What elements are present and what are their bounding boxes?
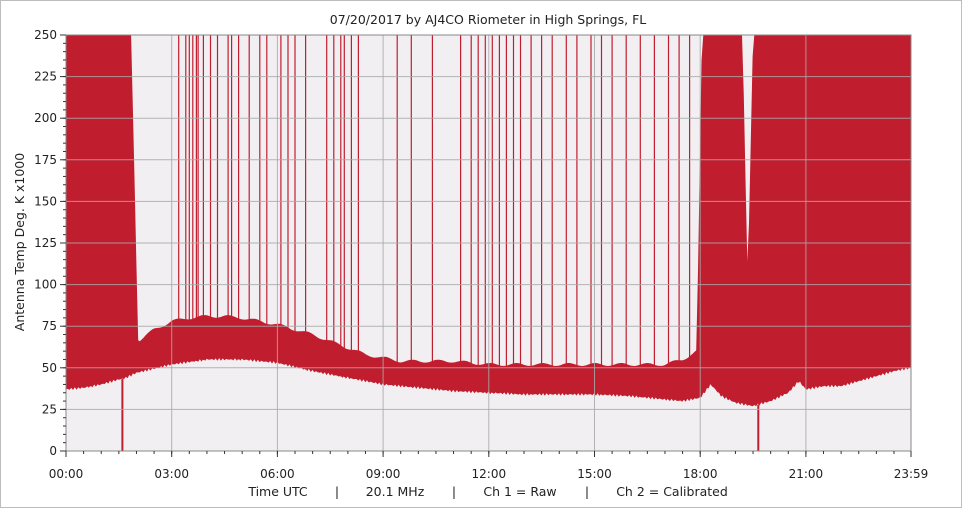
x-tick-label-8: 23:59 bbox=[894, 467, 929, 481]
y-axis-label: Antenna Temp Deg. K x1000 bbox=[12, 153, 27, 331]
footer-item-2: 20.1 MHz bbox=[366, 484, 425, 499]
footer-item-6: Ch 2 = Calibrated bbox=[616, 484, 728, 499]
y-tick-label-1: 25 bbox=[42, 402, 57, 416]
x-tick-label-6: 18:00 bbox=[683, 467, 718, 481]
axes: 0 25 50 75 100 125 150 175 200 225 250 00:00 03:00 06… bbox=[34, 28, 928, 481]
x-tick-label-2: 06:00 bbox=[260, 467, 295, 481]
x-tick-label-3: 09:00 bbox=[366, 467, 401, 481]
footer-item-0: Time UTC bbox=[247, 484, 308, 499]
footer-item-3: | bbox=[452, 484, 456, 499]
footer-item-5: | bbox=[585, 484, 589, 499]
x-tick-label-0: 00:00 bbox=[49, 467, 84, 481]
y-tick-label-2: 50 bbox=[42, 361, 57, 375]
footer-item-4: Ch 1 = Raw bbox=[483, 484, 556, 499]
y-tick-label-0: 0 bbox=[49, 444, 57, 458]
x-tick-label-5: 15:00 bbox=[577, 467, 612, 481]
x-tick-label-4: 12:00 bbox=[472, 467, 507, 481]
y-tick-label-9: 225 bbox=[34, 70, 57, 84]
footer-item-1: | bbox=[335, 484, 339, 499]
footer-legend: Time UTC | 20.1 MHz | Ch 1 = Raw | Ch 2 = Cali… bbox=[247, 484, 727, 499]
x-tick-label-1: 03:00 bbox=[154, 467, 189, 481]
y-tick-label-8: 200 bbox=[34, 111, 57, 125]
y-tick-label-6: 150 bbox=[34, 194, 57, 208]
x-tick-label-7: 21:00 bbox=[789, 467, 824, 481]
y-tick-label-5: 125 bbox=[34, 236, 57, 250]
gridlines bbox=[66, 35, 911, 451]
y-tick-label-3: 75 bbox=[42, 319, 57, 333]
chart-title: 07/20/2017 by AJ4CO Riometer in High Spr… bbox=[330, 12, 646, 27]
y-tick-label-10: 250 bbox=[34, 28, 57, 42]
y-tick-label-7: 175 bbox=[34, 153, 57, 167]
y-tick-label-4: 100 bbox=[34, 278, 57, 292]
